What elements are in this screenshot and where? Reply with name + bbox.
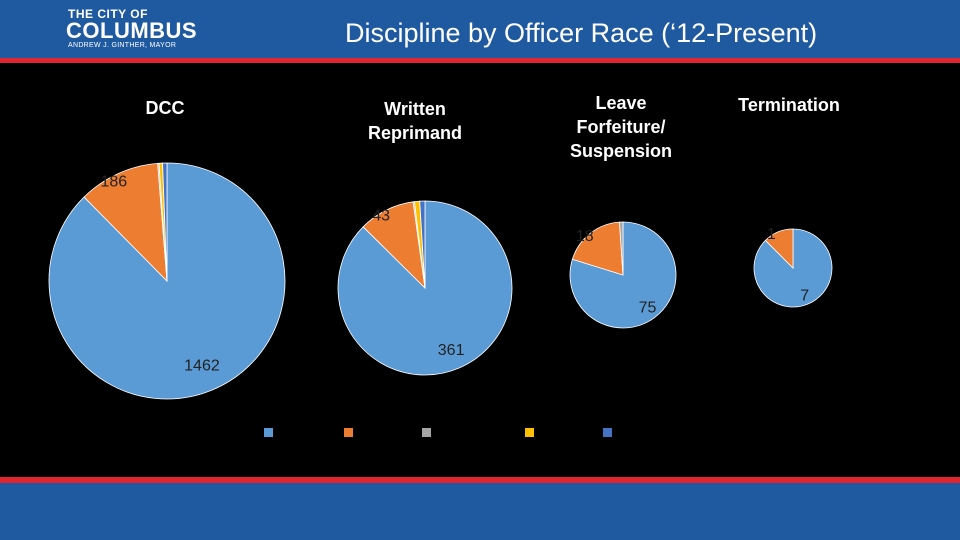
data-label: 18 xyxy=(576,228,594,245)
pie-title: Leave Forfeiture/ Suspension xyxy=(569,93,672,161)
data-label: 43 xyxy=(372,208,390,225)
pie-slice xyxy=(83,162,168,283)
data-label: 186 xyxy=(100,174,127,191)
pie-slice xyxy=(764,228,794,269)
header-band xyxy=(0,0,960,58)
pie-slice xyxy=(571,221,624,276)
pie-title: Termination xyxy=(738,95,840,115)
data-label: 75 xyxy=(639,300,657,317)
legend-swatch xyxy=(525,428,534,437)
logo-text: ANDREW J. GINTHER, MAYOR xyxy=(68,42,177,49)
footer-rule xyxy=(0,477,960,483)
legend-swatch xyxy=(603,428,612,437)
pie-slice xyxy=(619,221,624,276)
legend-swatch xyxy=(344,428,353,437)
logo-text: THE CITY OF xyxy=(68,7,148,21)
pie-title: DCC xyxy=(145,98,185,118)
pie-title: Written Reprimand xyxy=(367,99,463,143)
pie-slice xyxy=(419,200,426,289)
slide-title: Discipline by Officer Race (‘12-Present) xyxy=(345,18,818,48)
pie-slice xyxy=(337,200,513,376)
data-label: 1462 xyxy=(184,357,220,374)
legend-swatch xyxy=(422,428,431,437)
header-rule xyxy=(0,58,960,63)
logo-text: COLUMBUS xyxy=(66,18,198,43)
footer-band xyxy=(0,483,960,540)
data-label: 361 xyxy=(438,342,465,359)
legend-swatch xyxy=(264,428,273,437)
pie-slice xyxy=(162,162,168,282)
data-label: 1 xyxy=(767,226,776,243)
data-label: 7 xyxy=(800,287,809,304)
